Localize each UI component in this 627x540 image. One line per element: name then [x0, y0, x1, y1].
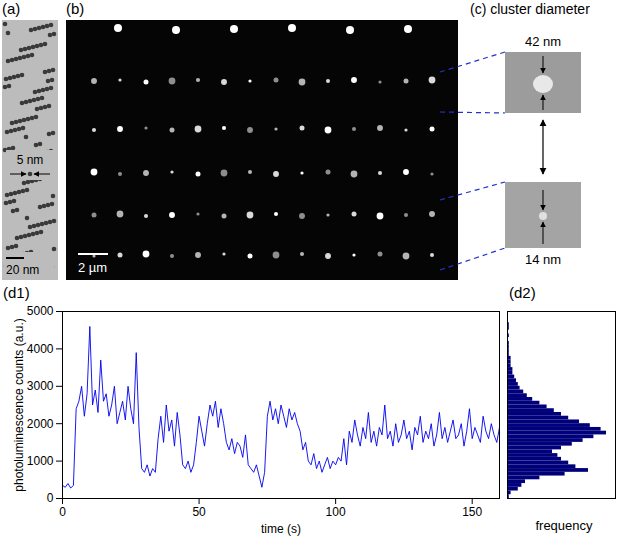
svg-text:100: 100 — [326, 505, 346, 519]
svg-text:5 nm: 5 nm — [17, 153, 44, 167]
svg-text:5000: 5000 — [27, 304, 54, 318]
svg-text:2 µm: 2 µm — [78, 260, 107, 275]
svg-text:42 nm: 42 nm — [525, 34, 561, 49]
svg-text:4000: 4000 — [27, 342, 54, 356]
svg-text:0: 0 — [59, 505, 66, 519]
svg-text:3000: 3000 — [27, 379, 54, 393]
svg-text:14 nm: 14 nm — [525, 252, 561, 267]
svg-text:1000: 1000 — [27, 454, 54, 468]
svg-text:0: 0 — [47, 491, 54, 505]
svg-text:2000: 2000 — [27, 417, 54, 431]
html-text:frequency: frequency — [535, 518, 593, 533]
svg-text:150: 150 — [462, 505, 482, 519]
html-text:(d2): (d2) — [509, 284, 536, 301]
svg-text:(b): (b) — [66, 0, 84, 17]
svg-text:50: 50 — [192, 505, 206, 519]
svg-text:(c) cluster diameter: (c) cluster diameter — [470, 1, 590, 17]
svg-text:20 nm: 20 nm — [6, 263, 39, 277]
html-text:(d1): (d1) — [3, 284, 30, 301]
svg-text:time (s): time (s) — [261, 522, 301, 536]
svg-text:(a): (a) — [2, 0, 20, 17]
svg-text:photoluminescence counts (a.u.: photoluminescence counts (a.u.) — [12, 318, 26, 491]
